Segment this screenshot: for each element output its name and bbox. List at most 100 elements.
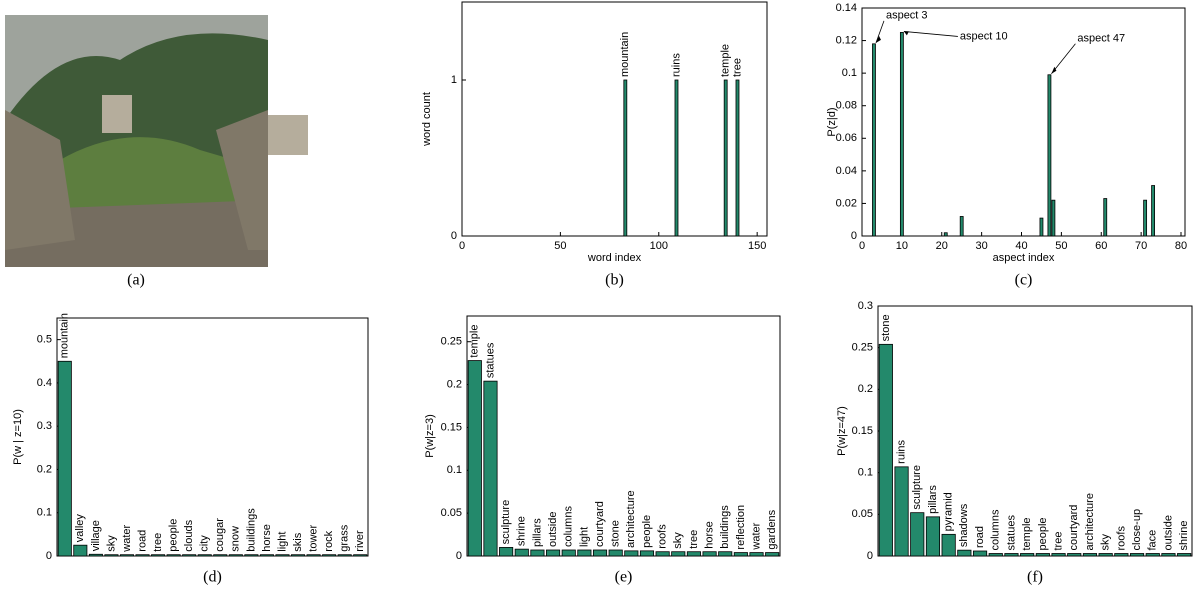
y-tick-label: 0.2: [858, 383, 873, 395]
y-tick-label: 0.15: [852, 425, 873, 437]
caption: (a): [127, 272, 145, 289]
bar-label: outside: [1162, 515, 1174, 550]
bar-label: temple: [469, 325, 481, 358]
x-tick-label: 40: [1015, 240, 1027, 252]
y-tick-label: 0.25: [441, 336, 462, 348]
bar-label: courtyard: [1068, 505, 1080, 551]
bar-label: roofs: [657, 524, 669, 549]
bar: [766, 553, 779, 556]
bar: [1152, 186, 1155, 236]
bar-label: cougar: [214, 518, 226, 552]
bar: [1036, 554, 1049, 557]
bar: [198, 555, 211, 556]
bar: [562, 550, 575, 556]
y-tick-label: 0.1: [858, 467, 873, 479]
bar: [1020, 554, 1033, 557]
bar-label: mountain: [619, 32, 631, 77]
bar-label: water: [121, 524, 133, 552]
x-tick-label: 100: [650, 240, 668, 252]
y-tick-label: 0.25: [852, 342, 873, 354]
bar-label: roofs: [1115, 526, 1127, 551]
axes-frame: [862, 8, 1185, 236]
x-tick-label: 10: [896, 240, 908, 252]
bar: [911, 513, 924, 556]
bar-label: sky: [672, 532, 684, 549]
y-tick-label: 0.02: [836, 197, 857, 209]
bar-label: courtyard: [594, 501, 606, 547]
bar: [229, 555, 242, 556]
bar: [1083, 554, 1096, 557]
x-tick-label: 60: [1095, 240, 1107, 252]
bar: [136, 555, 149, 556]
bar-label: architecture: [1084, 493, 1096, 550]
bar-label: stone: [610, 520, 622, 547]
annotation: aspect 10: [960, 30, 1008, 42]
bar-label: horse: [703, 521, 715, 549]
bar-label: columns: [990, 509, 1002, 550]
bar-label: columns: [563, 506, 575, 547]
y-tick-label: 0: [456, 550, 462, 562]
y-tick-label: 0.08: [836, 100, 857, 112]
bar: [958, 550, 971, 556]
x-axis-label: word index: [587, 252, 642, 264]
bar: [105, 555, 118, 556]
bar: [624, 80, 627, 236]
y-tick-label: 0: [46, 550, 52, 562]
bar: [872, 44, 875, 236]
y-tick-label: 0.3: [37, 420, 52, 432]
bar: [944, 233, 947, 236]
axes-frame: [467, 316, 780, 556]
bar: [675, 80, 678, 236]
arrow-head: [904, 31, 909, 35]
bar-label: road: [136, 530, 148, 552]
bar: [151, 555, 164, 556]
bar-label: river: [354, 530, 366, 552]
annotation: aspect 47: [1077, 33, 1125, 45]
x-tick-label: 70: [1135, 240, 1147, 252]
y-tick-label: 0.2: [37, 463, 52, 475]
bar-label: sculpture: [500, 500, 512, 545]
bar-label: pyramid: [943, 492, 955, 531]
bar-label: pillars: [531, 518, 543, 547]
bar: [245, 555, 258, 556]
y-tick-label: 0.2: [447, 378, 462, 390]
annotation-arrow: [904, 31, 958, 36]
bar: [531, 550, 544, 556]
bar: [468, 361, 481, 556]
bar: [120, 555, 133, 556]
bar-label: outside: [547, 512, 559, 547]
bar-label: horse: [261, 524, 273, 552]
bar: [1068, 554, 1081, 557]
y-tick-label: 0.05: [441, 507, 462, 519]
y-tick-label: 0: [851, 230, 857, 242]
bar: [926, 517, 939, 556]
bar: [960, 216, 963, 236]
bar-label: village: [90, 520, 102, 551]
bar: [1144, 200, 1147, 236]
bar: [719, 552, 732, 556]
bar-label: sky: [105, 535, 117, 552]
bar: [593, 550, 606, 556]
photo: [5, 15, 308, 267]
y-tick-label: 0.06: [836, 132, 857, 144]
bar: [89, 554, 102, 556]
caption: (b): [605, 272, 624, 289]
bar: [640, 551, 653, 556]
caption: (d): [203, 569, 222, 586]
bar: [1048, 75, 1051, 236]
bar-label: light: [578, 527, 590, 547]
bar-label: shrine: [516, 516, 528, 546]
bar: [1005, 554, 1018, 557]
bar: [1115, 554, 1128, 557]
bar-label: shadows: [958, 503, 970, 547]
axes-frame: [462, 2, 767, 236]
bar-label: gardens: [766, 509, 778, 549]
bar: [484, 381, 497, 556]
x-tick-label: 80: [1175, 240, 1187, 252]
y-tick-label: 0.14: [836, 2, 857, 14]
axes-frame: [57, 318, 368, 556]
bar: [895, 467, 908, 556]
x-axis-label: aspect index: [993, 252, 1055, 264]
bar-label: mountain: [59, 313, 71, 358]
bar-label: tree: [688, 530, 700, 549]
